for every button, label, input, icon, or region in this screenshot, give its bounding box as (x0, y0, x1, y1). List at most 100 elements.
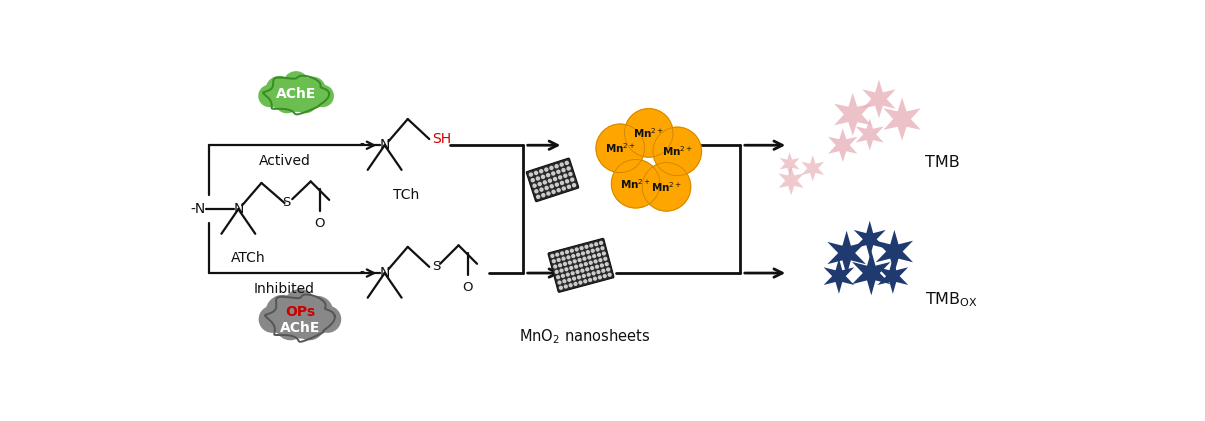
Circle shape (562, 257, 565, 260)
Circle shape (592, 272, 595, 275)
Circle shape (284, 290, 316, 320)
Circle shape (596, 248, 599, 251)
Circle shape (559, 264, 562, 266)
Circle shape (605, 263, 609, 266)
Circle shape (577, 276, 581, 279)
Text: O: O (463, 281, 474, 294)
Circle shape (553, 178, 557, 181)
Text: AChE: AChE (276, 88, 316, 101)
Circle shape (557, 276, 559, 279)
Circle shape (565, 161, 569, 165)
Circle shape (572, 184, 576, 187)
Circle shape (604, 274, 606, 277)
Circle shape (580, 247, 583, 250)
Polygon shape (828, 128, 858, 162)
Circle shape (543, 181, 546, 184)
Circle shape (604, 257, 607, 260)
Circle shape (574, 282, 577, 285)
Polygon shape (876, 230, 913, 273)
FancyBboxPatch shape (527, 158, 578, 202)
Circle shape (551, 255, 554, 257)
Text: SH: SH (433, 132, 452, 146)
Circle shape (558, 281, 560, 284)
Text: TCh: TCh (393, 188, 419, 202)
Circle shape (276, 311, 305, 340)
Circle shape (592, 249, 594, 252)
Circle shape (531, 179, 534, 181)
Ellipse shape (266, 83, 325, 111)
Text: -N: -N (190, 202, 206, 216)
Text: TMB: TMB (925, 155, 960, 171)
Circle shape (560, 252, 564, 255)
Circle shape (547, 192, 549, 195)
Polygon shape (853, 221, 886, 258)
Circle shape (653, 127, 701, 176)
Circle shape (315, 306, 341, 332)
Circle shape (541, 175, 545, 179)
Text: Mn$^{2+}$: Mn$^{2+}$ (651, 180, 682, 194)
Circle shape (569, 284, 572, 287)
Circle shape (575, 248, 578, 251)
Polygon shape (883, 98, 921, 141)
Text: -: - (360, 266, 365, 280)
Circle shape (582, 274, 586, 277)
Text: O: O (315, 217, 325, 230)
Circle shape (557, 189, 560, 192)
Circle shape (556, 165, 558, 168)
Circle shape (571, 178, 574, 181)
Circle shape (581, 269, 583, 272)
Circle shape (556, 253, 559, 256)
Circle shape (549, 166, 553, 169)
Circle shape (259, 306, 286, 332)
Circle shape (587, 273, 590, 276)
Circle shape (601, 269, 605, 272)
Circle shape (540, 170, 542, 173)
Circle shape (312, 85, 334, 107)
Circle shape (574, 260, 576, 263)
Text: Mn$^{2+}$: Mn$^{2+}$ (633, 126, 664, 140)
Circle shape (552, 172, 554, 175)
Circle shape (575, 265, 577, 268)
Polygon shape (823, 258, 854, 294)
Polygon shape (852, 251, 890, 296)
Polygon shape (778, 166, 804, 195)
Text: N: N (380, 138, 390, 152)
Circle shape (551, 185, 553, 188)
Polygon shape (801, 155, 824, 181)
Circle shape (570, 249, 574, 252)
Circle shape (642, 163, 690, 211)
Circle shape (594, 277, 596, 280)
Circle shape (590, 266, 594, 269)
Text: OPs: OPs (284, 304, 315, 319)
Text: Mn$^{2+}$: Mn$^{2+}$ (662, 144, 693, 158)
Circle shape (552, 260, 556, 263)
Text: S: S (282, 197, 290, 210)
Circle shape (602, 252, 605, 255)
Polygon shape (780, 152, 800, 175)
Circle shape (259, 85, 280, 107)
Circle shape (563, 187, 565, 190)
Circle shape (564, 174, 566, 177)
Circle shape (569, 261, 571, 264)
Circle shape (536, 195, 540, 198)
Circle shape (607, 268, 610, 271)
Circle shape (557, 171, 560, 173)
Circle shape (565, 180, 569, 183)
Text: S: S (433, 261, 441, 273)
Text: Mn$^{2+}$: Mn$^{2+}$ (621, 177, 651, 191)
Circle shape (563, 280, 566, 282)
Circle shape (295, 311, 324, 340)
Circle shape (580, 264, 582, 267)
Circle shape (300, 77, 325, 102)
Text: Inhibited: Inhibited (254, 282, 315, 296)
Circle shape (568, 185, 570, 188)
Circle shape (535, 171, 537, 174)
Circle shape (266, 77, 293, 103)
Circle shape (565, 250, 569, 253)
Circle shape (589, 261, 592, 264)
Circle shape (600, 242, 602, 244)
Text: Mn$^{2+}$: Mn$^{2+}$ (605, 141, 636, 155)
Circle shape (600, 264, 604, 267)
Circle shape (596, 124, 645, 173)
Circle shape (540, 188, 543, 191)
